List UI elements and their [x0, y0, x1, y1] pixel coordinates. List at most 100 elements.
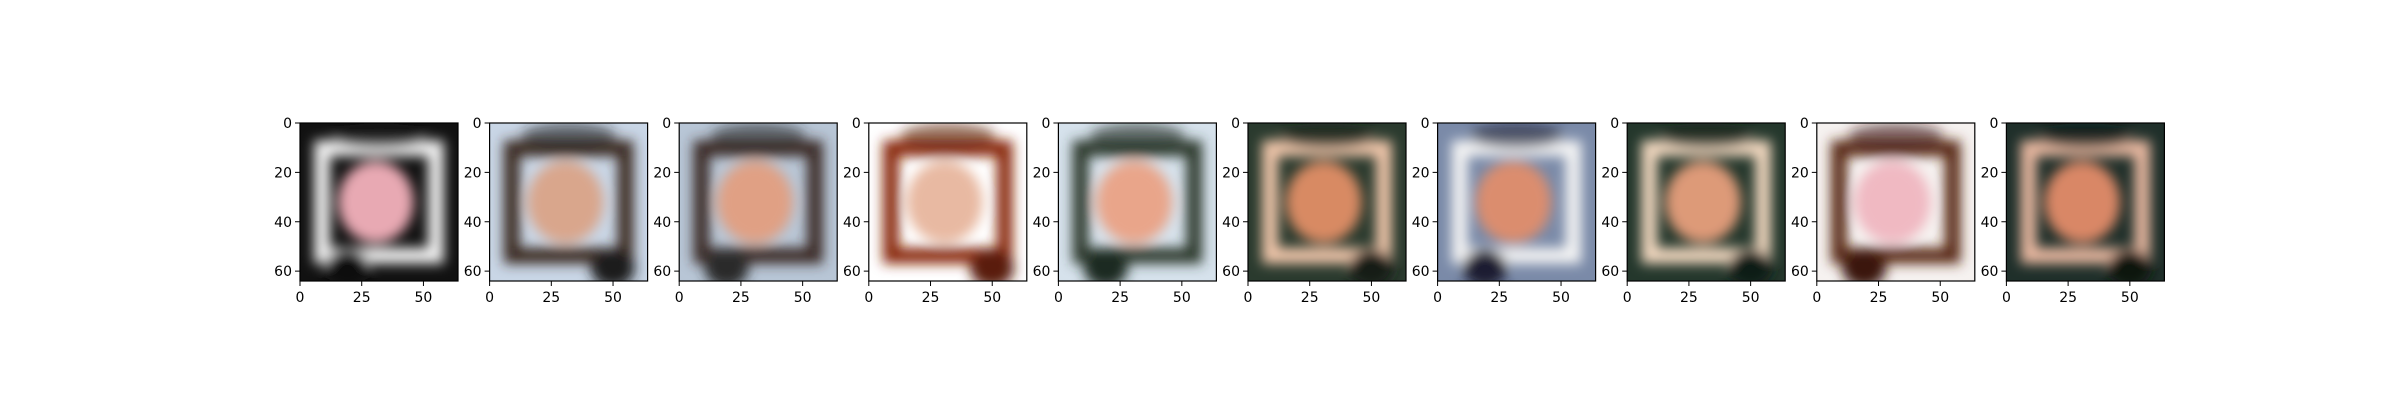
y-tick-label: 0: [1231, 116, 1240, 132]
x-tick-label: 50: [604, 290, 622, 306]
x-tick-label: 25: [1301, 290, 1319, 306]
y-tick-label: 0: [1041, 116, 1050, 132]
x-tick-label: 25: [1111, 290, 1129, 306]
x-tick-label: 50: [983, 290, 1001, 306]
y-tick-label: 60: [653, 264, 671, 280]
generated-sample-5: [1058, 123, 1217, 281]
x-tick-label: 25: [1680, 290, 1698, 306]
y-tick-label: 60: [274, 264, 292, 280]
y-tick-label: 40: [843, 215, 861, 231]
y-tick-label: 0: [662, 116, 671, 132]
x-tick-label: 50: [415, 290, 433, 306]
image-panel-7: 0 25 50 0 20 40 60: [1412, 116, 1597, 306]
y-tick-label: 60: [1033, 264, 1051, 280]
axes-frame: [489, 122, 649, 282]
y-tick-label: 60: [843, 264, 861, 280]
x-tick-label: 50: [1931, 290, 1949, 306]
axes-frame: [1436, 122, 1597, 282]
axes-frame: [868, 122, 1028, 282]
y-tick-label: 0: [1421, 116, 1430, 132]
image-panel-5: 0 25 50 0 20 40 60: [1033, 116, 1218, 306]
y-tick-label: 60: [1981, 264, 1999, 280]
x-tick-label: 25: [2059, 290, 2077, 306]
y-tick-label: 60: [1222, 264, 1240, 280]
y-tick-label: 0: [1989, 116, 1998, 132]
y-tick-label: 40: [653, 215, 671, 231]
x-tick-label: 25: [1490, 290, 1508, 306]
x-tick-label: 0: [1433, 290, 1442, 306]
y-tick-label: 60: [1601, 264, 1619, 280]
y-tick-label: 20: [1981, 165, 1999, 181]
y-tick-label: 40: [1601, 215, 1619, 231]
x-tick-label: 50: [2121, 290, 2139, 306]
y-tick-label: 20: [1412, 165, 1430, 181]
axes-frame: [299, 122, 459, 282]
x-tick-label: 0: [2002, 290, 2011, 306]
image-panel-9: 0 25 50 0 20 40 60: [1791, 116, 1976, 306]
generated-sample-4: [868, 123, 1027, 281]
axes-frame: [1057, 122, 1218, 282]
generated-sample-10: [2006, 123, 2165, 281]
x-tick-label: 25: [542, 290, 560, 306]
y-tick-label: 20: [274, 165, 292, 181]
axes-frame: [1247, 122, 1407, 282]
y-tick-label: 60: [1791, 264, 1809, 280]
y-tick-label: 0: [852, 116, 861, 132]
generated-sample-1: [300, 123, 458, 281]
x-tick-label: 50: [794, 290, 812, 306]
x-tick-label: 25: [922, 290, 940, 306]
y-tick-label: 20: [1791, 165, 1809, 181]
x-tick-label: 0: [864, 290, 873, 306]
y-tick-label: 0: [1800, 116, 1809, 132]
y-tick-label: 40: [274, 215, 292, 231]
x-tick-label: 25: [1870, 290, 1888, 306]
y-tick-label: 40: [1222, 215, 1240, 231]
y-tick-label: 20: [1222, 165, 1240, 181]
x-tick-label: 0: [1054, 290, 1063, 306]
x-tick-label: 25: [732, 290, 750, 306]
x-tick-label: 0: [1623, 290, 1632, 306]
x-tick-label: 25: [353, 290, 371, 306]
y-tick-label: 40: [1791, 215, 1809, 231]
generated-sample-6: [1248, 123, 1406, 281]
image-panel-2: 0 25 50 0 20 40 60: [464, 116, 649, 306]
y-tick-label: 40: [1033, 215, 1051, 231]
generated-sample-8: [1627, 123, 1786, 281]
axes-frame: [1816, 122, 1976, 282]
x-tick-label: 50: [1363, 290, 1381, 306]
y-tick-label: 60: [464, 264, 482, 280]
x-tick-label: 0: [485, 290, 494, 306]
x-tick-label: 0: [1812, 290, 1821, 306]
y-tick-label: 20: [1601, 165, 1619, 181]
y-tick-label: 0: [473, 116, 482, 132]
image-panel-3: 0 25 50 0 20 40 60: [653, 116, 838, 306]
axes-frame: [2005, 122, 2166, 282]
x-tick-label: 0: [1244, 290, 1253, 306]
x-tick-label: 50: [1742, 290, 1760, 306]
x-tick-label: 50: [1173, 290, 1191, 306]
image-panel-10: 0 25 50 0 20 40 60: [1981, 116, 2166, 306]
image-panel-1: 0 25 50 0 20 40 60: [274, 116, 459, 306]
y-tick-label: 20: [843, 165, 861, 181]
generated-sample-9: [1816, 123, 1975, 281]
x-tick-label: 50: [1552, 290, 1570, 306]
image-panel-6: 0 25 50 0 20 40 60: [1222, 116, 1407, 306]
y-tick-label: 20: [464, 165, 482, 181]
y-tick-label: 40: [464, 215, 482, 231]
generated-sample-2: [489, 123, 648, 281]
y-tick-label: 0: [1610, 116, 1619, 132]
image-panel-8: 0 25 50 0 20 40 60: [1601, 116, 1786, 306]
y-tick-label: 20: [653, 165, 671, 181]
y-tick-label: 40: [1412, 215, 1430, 231]
x-tick-label: 0: [675, 290, 684, 306]
y-tick-label: 40: [1981, 215, 1999, 231]
image-panel-4: 0 25 50 0 20 40 60: [843, 116, 1028, 306]
axes-frame: [1626, 122, 1786, 282]
y-tick-label: 20: [1033, 165, 1051, 181]
axes-frame: [678, 122, 838, 282]
generated-sample-3: [679, 123, 838, 281]
y-tick-label: 60: [1412, 264, 1430, 280]
x-tick-label: 0: [296, 290, 305, 306]
